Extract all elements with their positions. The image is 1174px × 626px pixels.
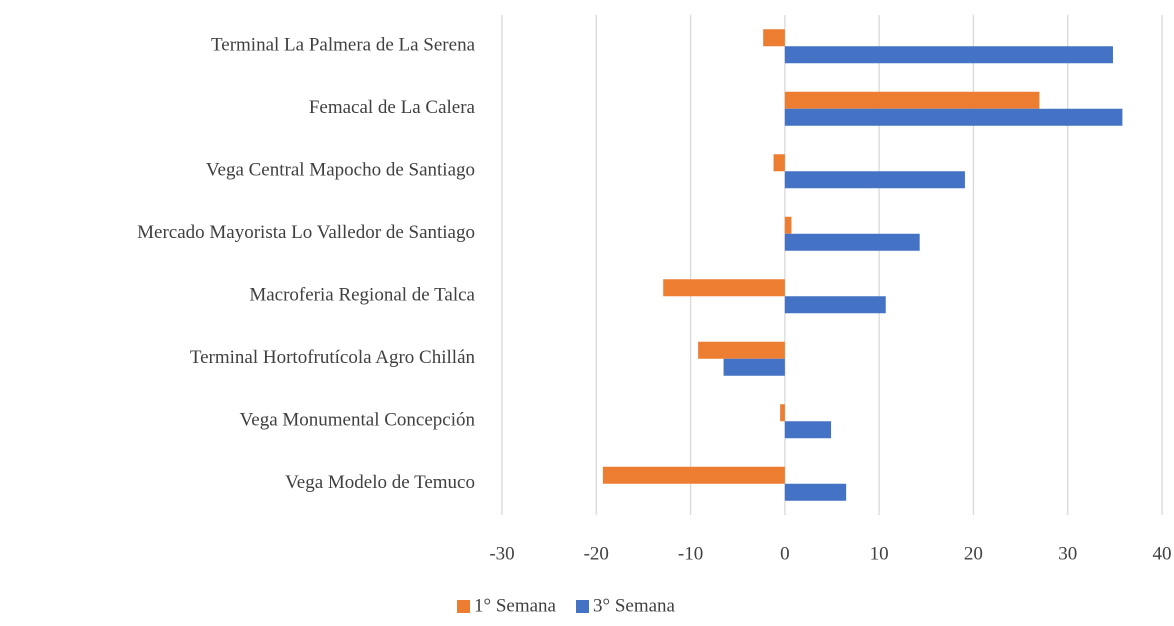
bar <box>698 341 785 359</box>
legend-label: 3° Semana <box>593 595 676 616</box>
bar <box>780 404 785 422</box>
legend-swatch <box>576 600 589 613</box>
bar <box>784 483 847 501</box>
bar <box>763 29 785 47</box>
x-tick-label: 40 <box>1153 543 1172 564</box>
bar <box>784 233 920 251</box>
bar <box>784 216 792 234</box>
y-tick-label: Vega Monumental Concepción <box>240 410 476 431</box>
bar <box>784 421 832 439</box>
x-tick-label: 20 <box>964 543 983 564</box>
x-tick-label: 10 <box>870 543 889 564</box>
legend-swatch <box>457 600 470 613</box>
x-tick-label: -20 <box>584 543 609 564</box>
legend-label: 1° Semana <box>474 595 557 616</box>
y-tick-label: Mercado Mayorista Lo Valledor de Santiag… <box>137 222 475 243</box>
x-tick-label: 30 <box>1058 543 1077 564</box>
bar <box>784 91 1040 109</box>
y-tick-label: Vega Modelo de Temuco <box>285 472 475 493</box>
bar <box>784 171 965 189</box>
x-tick-label: -10 <box>678 543 703 564</box>
bar <box>602 466 785 484</box>
y-tick-label: Vega Central Mapocho de Santiago <box>206 160 475 181</box>
bar <box>663 279 785 297</box>
bar <box>784 46 1113 64</box>
y-tick-label: Terminal Hortofrutícola Agro Chillán <box>190 347 476 368</box>
bar <box>773 154 785 172</box>
bar <box>784 296 886 314</box>
y-tick-label: Macroferia Regional de Talca <box>249 285 475 306</box>
x-tick-label: 0 <box>780 543 790 564</box>
bar <box>784 108 1123 126</box>
x-tick-label: -30 <box>489 543 514 564</box>
y-tick-label: Femacal de La Calera <box>309 97 476 118</box>
bar <box>723 358 785 376</box>
y-tick-label: Terminal La Palmera de La Serena <box>211 35 476 56</box>
